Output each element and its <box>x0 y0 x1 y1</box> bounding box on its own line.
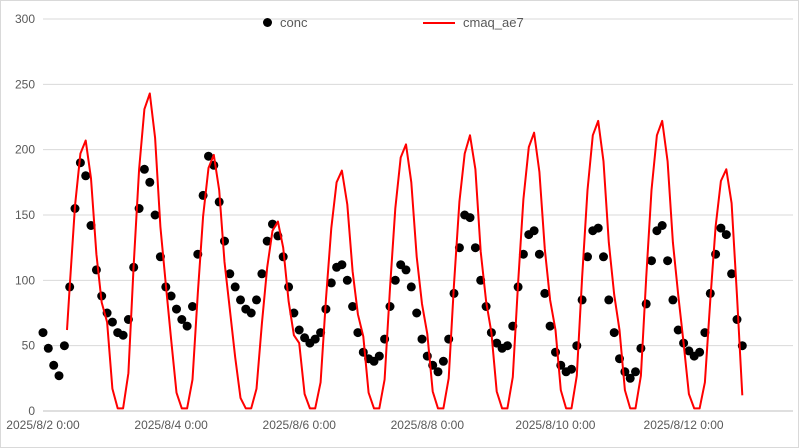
series-point-conc <box>172 304 181 314</box>
series-point-conc <box>433 367 443 377</box>
series-point-conc <box>59 341 69 351</box>
series-point-conc <box>188 302 197 311</box>
x-tick-label: 2025/8/10 0:00 <box>515 418 595 432</box>
series-point-conc <box>721 230 731 240</box>
series-point-conc <box>636 343 646 353</box>
x-tick-label: 2025/8/12 0:00 <box>644 418 724 432</box>
series-point-conc <box>412 308 422 318</box>
series-point-conc <box>540 288 550 298</box>
x-tick-label: 2025/8/8 0:00 <box>391 418 465 432</box>
series-point-conc <box>166 291 176 301</box>
chart-legend: conc cmaq_ae7 <box>1 15 798 39</box>
y-tick-label-250: 250 <box>15 77 35 91</box>
series-point-conc <box>518 249 528 259</box>
series-point-conc <box>225 269 235 279</box>
series-point-conc <box>529 226 539 236</box>
series-point-conc <box>406 282 416 292</box>
series-point-conc <box>284 282 294 292</box>
cmaq-line-marker-icon <box>423 21 455 24</box>
series-point-conc <box>182 321 192 331</box>
series-point-conc <box>465 213 475 223</box>
series-point-conc <box>204 151 213 161</box>
x-tick-label: 2025/8/6 0:00 <box>263 418 337 432</box>
series-point-conc <box>631 367 640 377</box>
series-point-conc <box>139 164 149 174</box>
series-point-conc <box>230 282 240 292</box>
y-tick-label-100: 100 <box>15 273 35 287</box>
series-point-conc <box>342 275 352 285</box>
series-point-conc <box>663 256 673 266</box>
series-point-conc <box>43 343 53 353</box>
y-tick-label-50: 50 <box>22 339 36 353</box>
legend-label-conc: conc <box>280 15 308 30</box>
y-tick-label-0: 0 <box>28 404 35 418</box>
series-point-conc <box>545 321 555 331</box>
series-point-conc <box>236 295 245 305</box>
y-tick-label-200: 200 <box>15 143 35 157</box>
series-point-conc <box>668 295 678 305</box>
series-point-conc <box>641 299 651 309</box>
series-point-conc <box>294 325 304 335</box>
series-point-conc <box>625 373 635 383</box>
series-point-conc <box>348 302 358 311</box>
series-point-conc <box>38 328 48 338</box>
series-point-conc <box>727 269 737 279</box>
legend-item-cmaq-ae7[interactable]: cmaq_ae7 <box>423 15 524 30</box>
series-point-conc <box>257 269 267 279</box>
series-point-conc <box>150 210 160 220</box>
series-point-conc <box>593 223 603 233</box>
series-point-conc <box>609 328 619 338</box>
series-point-conc <box>252 295 261 305</box>
series-point-conc <box>647 256 656 266</box>
series-point-conc <box>145 177 155 187</box>
series-point-conc <box>577 295 587 305</box>
series-point-conc <box>417 334 427 344</box>
legend-label-cmaq-ae7: cmaq_ae7 <box>463 15 524 30</box>
series-point-conc <box>572 341 582 351</box>
series-point-conc <box>502 341 512 351</box>
series-point-conc <box>604 295 614 305</box>
series-point-conc <box>438 356 448 366</box>
series-point-conc <box>716 223 726 233</box>
series-point-conc <box>695 347 705 357</box>
series-line-cmaq_ae7 <box>66 92 744 410</box>
x-tick-label: 2025/8/4 0:00 <box>134 418 208 432</box>
series-point-conc <box>353 328 363 338</box>
series-point-conc <box>310 334 320 344</box>
y-tick-label-300: 300 <box>15 12 35 26</box>
series-point-conc <box>567 364 576 374</box>
series-point-conc <box>385 302 395 311</box>
series-point-conc <box>49 360 59 370</box>
series-point-conc <box>534 249 544 259</box>
x-tick-label: 2025/8/2 0:00 <box>6 418 80 432</box>
series-point-conc <box>583 252 592 262</box>
series-point-conc <box>326 278 336 288</box>
series-point-conc <box>673 325 683 335</box>
series-point-conc <box>337 260 347 270</box>
series-point-conc <box>732 315 742 324</box>
series-point-conc <box>599 252 608 262</box>
series-point-conc <box>657 221 667 230</box>
conc-dot-marker-icon <box>263 18 272 27</box>
series-point-conc <box>118 330 128 340</box>
series-point-conc <box>54 371 64 381</box>
series-point-conc <box>81 171 91 181</box>
series-point-conc <box>262 236 272 246</box>
series-point-conc <box>246 308 256 318</box>
series-point-conc <box>107 317 117 327</box>
y-tick-label-150: 150 <box>15 208 35 222</box>
series-point-conc <box>470 243 480 253</box>
series-point-conc <box>374 351 384 361</box>
series-point-conc <box>401 265 411 275</box>
legend-item-conc[interactable]: conc <box>263 15 307 30</box>
series-point-conc <box>220 236 229 246</box>
series-point-conc <box>91 265 101 275</box>
series-point-conc <box>390 275 400 285</box>
series-point-conc <box>177 315 187 324</box>
